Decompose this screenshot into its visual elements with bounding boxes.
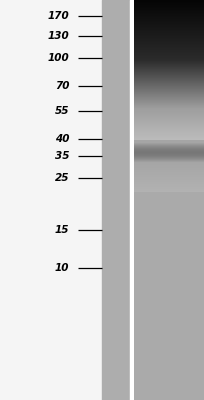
Text: 100: 100 bbox=[48, 53, 69, 63]
Text: 35: 35 bbox=[55, 151, 69, 161]
Text: 70: 70 bbox=[55, 81, 69, 91]
Text: 40: 40 bbox=[55, 134, 69, 144]
Text: 10: 10 bbox=[55, 263, 69, 273]
Text: 55: 55 bbox=[55, 106, 69, 116]
Text: 15: 15 bbox=[55, 225, 69, 235]
Text: 25: 25 bbox=[55, 173, 69, 183]
Text: 130: 130 bbox=[48, 31, 69, 41]
Text: 170: 170 bbox=[48, 11, 69, 21]
